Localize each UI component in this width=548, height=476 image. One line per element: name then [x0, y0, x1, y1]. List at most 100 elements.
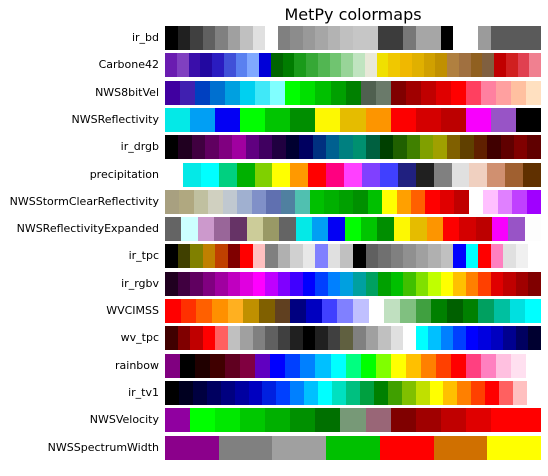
- colormap-swatch: [290, 299, 307, 323]
- colormap-row: ir_tpc: [0, 244, 548, 269]
- colormap-swatch: [365, 107, 391, 132]
- colormap-swatch: [165, 326, 178, 351]
- colormap-swatch: [190, 408, 216, 433]
- colormap-swatch: [180, 80, 196, 105]
- colormap-swatch: [478, 244, 491, 269]
- colormap-swatch: [321, 299, 338, 323]
- colormap-swatch: [453, 326, 466, 351]
- colormap-swatch: [497, 189, 513, 214]
- colormap-swatch: [270, 53, 283, 78]
- colormap-swatch: [453, 244, 466, 269]
- colormap-swatch: [390, 271, 404, 296]
- colormap-swatch: [403, 271, 416, 296]
- colormap-swatch: [258, 135, 273, 160]
- colormap-swatch: [494, 53, 506, 78]
- colormap-swatch: [279, 217, 296, 242]
- colormap-swatch: [327, 326, 341, 351]
- colormap-swatch: [360, 80, 376, 105]
- colormap-swatch: [359, 380, 374, 405]
- colormap-swatch: [415, 408, 441, 433]
- colormap-swatch: [205, 135, 219, 160]
- colormap-label: ir_rgbv: [121, 276, 159, 290]
- colormap-swatch: [165, 408, 191, 433]
- colormap-swatch: [165, 26, 178, 50]
- colormap-swatch: [459, 217, 476, 242]
- colormap-swatch: [165, 435, 219, 460]
- colormap-row: WVCIMSS: [0, 299, 548, 323]
- colormap-swatch: [240, 353, 256, 378]
- colormap-swatch: [340, 244, 353, 269]
- colormap-swatch: [302, 326, 316, 351]
- colormap-swatch: [200, 162, 219, 187]
- colormap-swatch: [511, 353, 527, 378]
- colormap-swatch: [290, 326, 303, 351]
- colormap-swatch: [255, 80, 271, 105]
- colormap-swatch: [214, 217, 231, 242]
- colormap-swatch: [328, 217, 345, 242]
- colormap-swatch: [515, 107, 541, 132]
- colormap-swatch: [405, 353, 421, 378]
- colormap-swatch: [496, 353, 512, 378]
- colormap-bar: [165, 271, 541, 296]
- colormap-label: ir_bd: [131, 31, 159, 44]
- colormap-swatch: [377, 217, 394, 242]
- colormap-swatch: [390, 26, 404, 50]
- colormap-swatch: [393, 135, 407, 160]
- colormap-swatch: [262, 380, 277, 405]
- colormap-swatch: [277, 271, 291, 296]
- colormap-swatch: [364, 53, 377, 78]
- colormap-swatch: [431, 299, 448, 323]
- colormap-swatch: [218, 135, 233, 160]
- colormap-row: Carbone42: [0, 53, 548, 78]
- colormap-swatch: [202, 26, 216, 50]
- colormap-swatch: [215, 326, 228, 351]
- colormap-swatch: [478, 299, 495, 323]
- colormap-swatch: [225, 353, 241, 378]
- colormap-swatch: [400, 299, 416, 323]
- colormap-swatch: [451, 162, 470, 187]
- colormap-swatch: [177, 326, 191, 351]
- colormap-swatch: [254, 162, 273, 187]
- colormap-swatch: [290, 408, 316, 433]
- colormap-swatch: [526, 189, 541, 214]
- colormap-swatch: [202, 271, 216, 296]
- colormap-swatch: [367, 189, 383, 214]
- colormap-swatch: [360, 353, 376, 378]
- colormap-swatch: [439, 189, 455, 214]
- colormap-bar: [165, 135, 541, 160]
- colormap-swatch: [240, 271, 253, 296]
- colormap-swatch: [513, 135, 528, 160]
- colormap-swatch: [270, 353, 286, 378]
- colormap-swatch: [315, 80, 331, 105]
- colormap-bar: [165, 53, 541, 78]
- colormap-swatch: [235, 53, 248, 78]
- colormap-swatch: [240, 107, 266, 132]
- colormap-swatch: [528, 244, 541, 269]
- colormap-swatch: [309, 189, 325, 214]
- colormap-swatch: [453, 271, 466, 296]
- colormap-swatch: [415, 107, 441, 132]
- colormap-swatch: [515, 26, 529, 50]
- colormap-bar: [165, 380, 541, 405]
- colormap-swatch: [202, 244, 216, 269]
- colormap-swatch: [465, 26, 479, 50]
- colormap-swatch: [526, 353, 541, 378]
- colormap-swatch: [215, 26, 228, 50]
- colormap-swatch: [447, 53, 459, 78]
- colormap-swatch: [165, 299, 181, 323]
- colormap-swatch: [390, 326, 404, 351]
- colormap-bar: [165, 326, 541, 351]
- colormap-swatch: [338, 189, 354, 214]
- colormap-swatch: [390, 107, 416, 132]
- colormap-swatch: [390, 80, 406, 105]
- colormap-swatch: [423, 53, 436, 78]
- colormap-swatch: [218, 162, 237, 187]
- colormap-swatch: [435, 353, 451, 378]
- colormap-swatch: [505, 162, 524, 187]
- colormap-swatch: [165, 162, 183, 187]
- colormap-swatch: [236, 162, 255, 187]
- colormap-swatch: [340, 26, 353, 50]
- colormap-swatch: [475, 217, 492, 242]
- colormap-swatch: [440, 244, 454, 269]
- colormap-swatch: [188, 53, 201, 78]
